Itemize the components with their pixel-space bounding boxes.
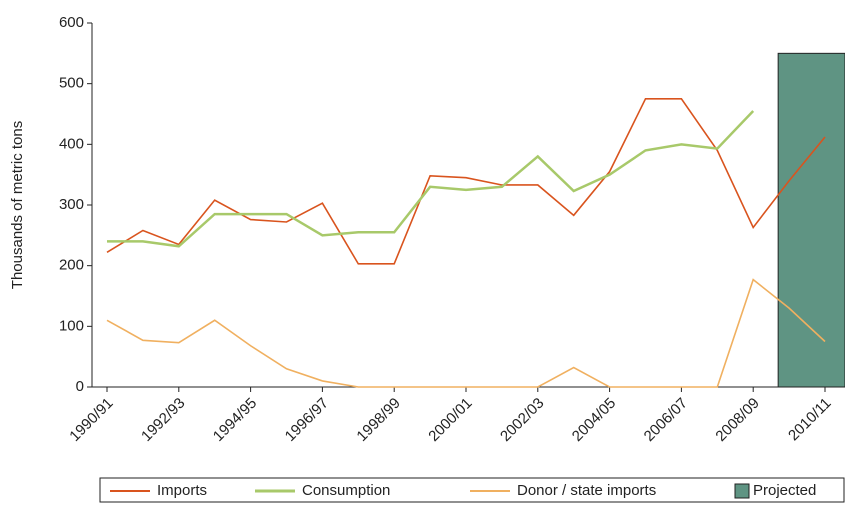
projected-area	[777, 52, 845, 388]
line	[106, 278, 826, 388]
x-tick-label: 1990/91	[66, 395, 116, 445]
x-tick-label: 1996/97	[282, 395, 332, 445]
y-tick-label: 600	[59, 14, 84, 31]
legend-label: Projected	[753, 482, 816, 499]
legend-label: Donor / state imports	[517, 482, 656, 499]
x-tick-label: 2002/03	[497, 395, 547, 445]
x-tick-label: 2004/05	[569, 395, 619, 445]
line	[107, 110, 755, 248]
y-axis-label: Thousands of metric tons	[9, 121, 26, 289]
legend-label: Imports	[157, 482, 207, 499]
x-tick-label: 2006/07	[641, 395, 691, 445]
x-tick-label: 2010/11	[785, 395, 835, 445]
x-tick-label: 1994/95	[210, 395, 260, 445]
y-tick-label: 400	[59, 135, 84, 152]
line	[106, 98, 826, 265]
legend-swatch	[734, 483, 750, 499]
y-tick-label: 200	[59, 257, 84, 274]
legend-label: Consumption	[302, 482, 390, 499]
x-tick-label: 1998/99	[353, 395, 403, 445]
x-tick-label: 2008/09	[712, 395, 762, 445]
y-tick-label: 0	[76, 378, 84, 395]
x-tick-label: 2000/01	[425, 395, 475, 445]
y-tick-label: 300	[59, 196, 84, 213]
y-tick-label: 100	[59, 317, 84, 334]
y-tick-label: 500	[59, 75, 84, 92]
x-tick-label: 1992/93	[138, 395, 188, 445]
